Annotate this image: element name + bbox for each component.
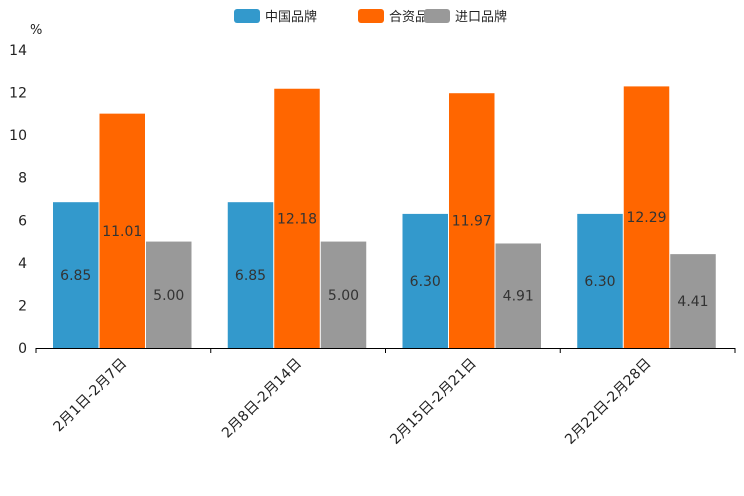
bar-value-label: 4.41 (677, 294, 708, 310)
legend-swatch (358, 9, 384, 23)
y-axis-unit-label: % (30, 23, 42, 38)
y-axis: 0 2 4 6 8 10 12 14 (9, 43, 27, 357)
bar (320, 241, 367, 348)
x-tick-label: 2月15日-2月21日 (387, 356, 479, 448)
legend-swatch (234, 9, 260, 23)
legend-swatch (424, 9, 450, 23)
legend-label: 进口品牌 (455, 9, 507, 25)
y-tick-label: 8 (18, 171, 27, 187)
bar-value-label: 12.18 (277, 211, 317, 227)
bar (577, 213, 623, 348)
bar-value-label: 11.01 (102, 224, 142, 240)
x-tick-label: 2月8日-2月14日 (219, 356, 305, 442)
bar (274, 88, 320, 349)
bar-value-label: 11.97 (452, 214, 492, 230)
y-tick-label: 14 (9, 43, 27, 59)
x-tick-label: 2月22日-2月28日 (562, 356, 654, 448)
bar (146, 241, 192, 348)
bar-value-label: 4.91 (503, 289, 534, 305)
bar-value-label: 5.00 (328, 288, 359, 304)
bar-value-label: 5.00 (153, 288, 184, 304)
bar-value-label: 6.85 (235, 268, 266, 284)
plot-area (53, 86, 716, 349)
bar (99, 113, 145, 348)
bar-value-label: 12.29 (626, 210, 666, 226)
bar (670, 254, 716, 348)
bar (495, 243, 541, 348)
x-axis: 2月1日-2月7日 2月8日-2月14日 2月15日-2月21日 2月22日-2月28… (35, 348, 736, 448)
bar (227, 202, 274, 348)
bar (449, 93, 495, 349)
bar-value-label: 6.30 (584, 274, 615, 290)
legend: 中国品牌 合资品牌 进口品牌 (234, 9, 507, 25)
bar (402, 213, 448, 348)
y-tick-label: 6 (18, 213, 27, 229)
y-tick-label: 10 (9, 128, 27, 144)
bar (623, 86, 670, 349)
data-labels: 6.85 11.01 5.00 6.85 12.18 5.00 6.30 11.97 4.91 6… (60, 210, 708, 310)
bar-value-label: 6.30 (410, 274, 441, 290)
y-tick-label: 2 (18, 298, 27, 314)
bar-value-label: 6.85 (60, 268, 91, 284)
y-tick-label: 0 (18, 341, 27, 357)
y-tick-label: 12 (9, 86, 27, 102)
x-tick-label: 2月1日-2月7日 (51, 356, 131, 436)
bar (53, 202, 99, 348)
y-tick-label: 4 (18, 256, 27, 272)
legend-label: 中国品牌 (265, 9, 317, 25)
